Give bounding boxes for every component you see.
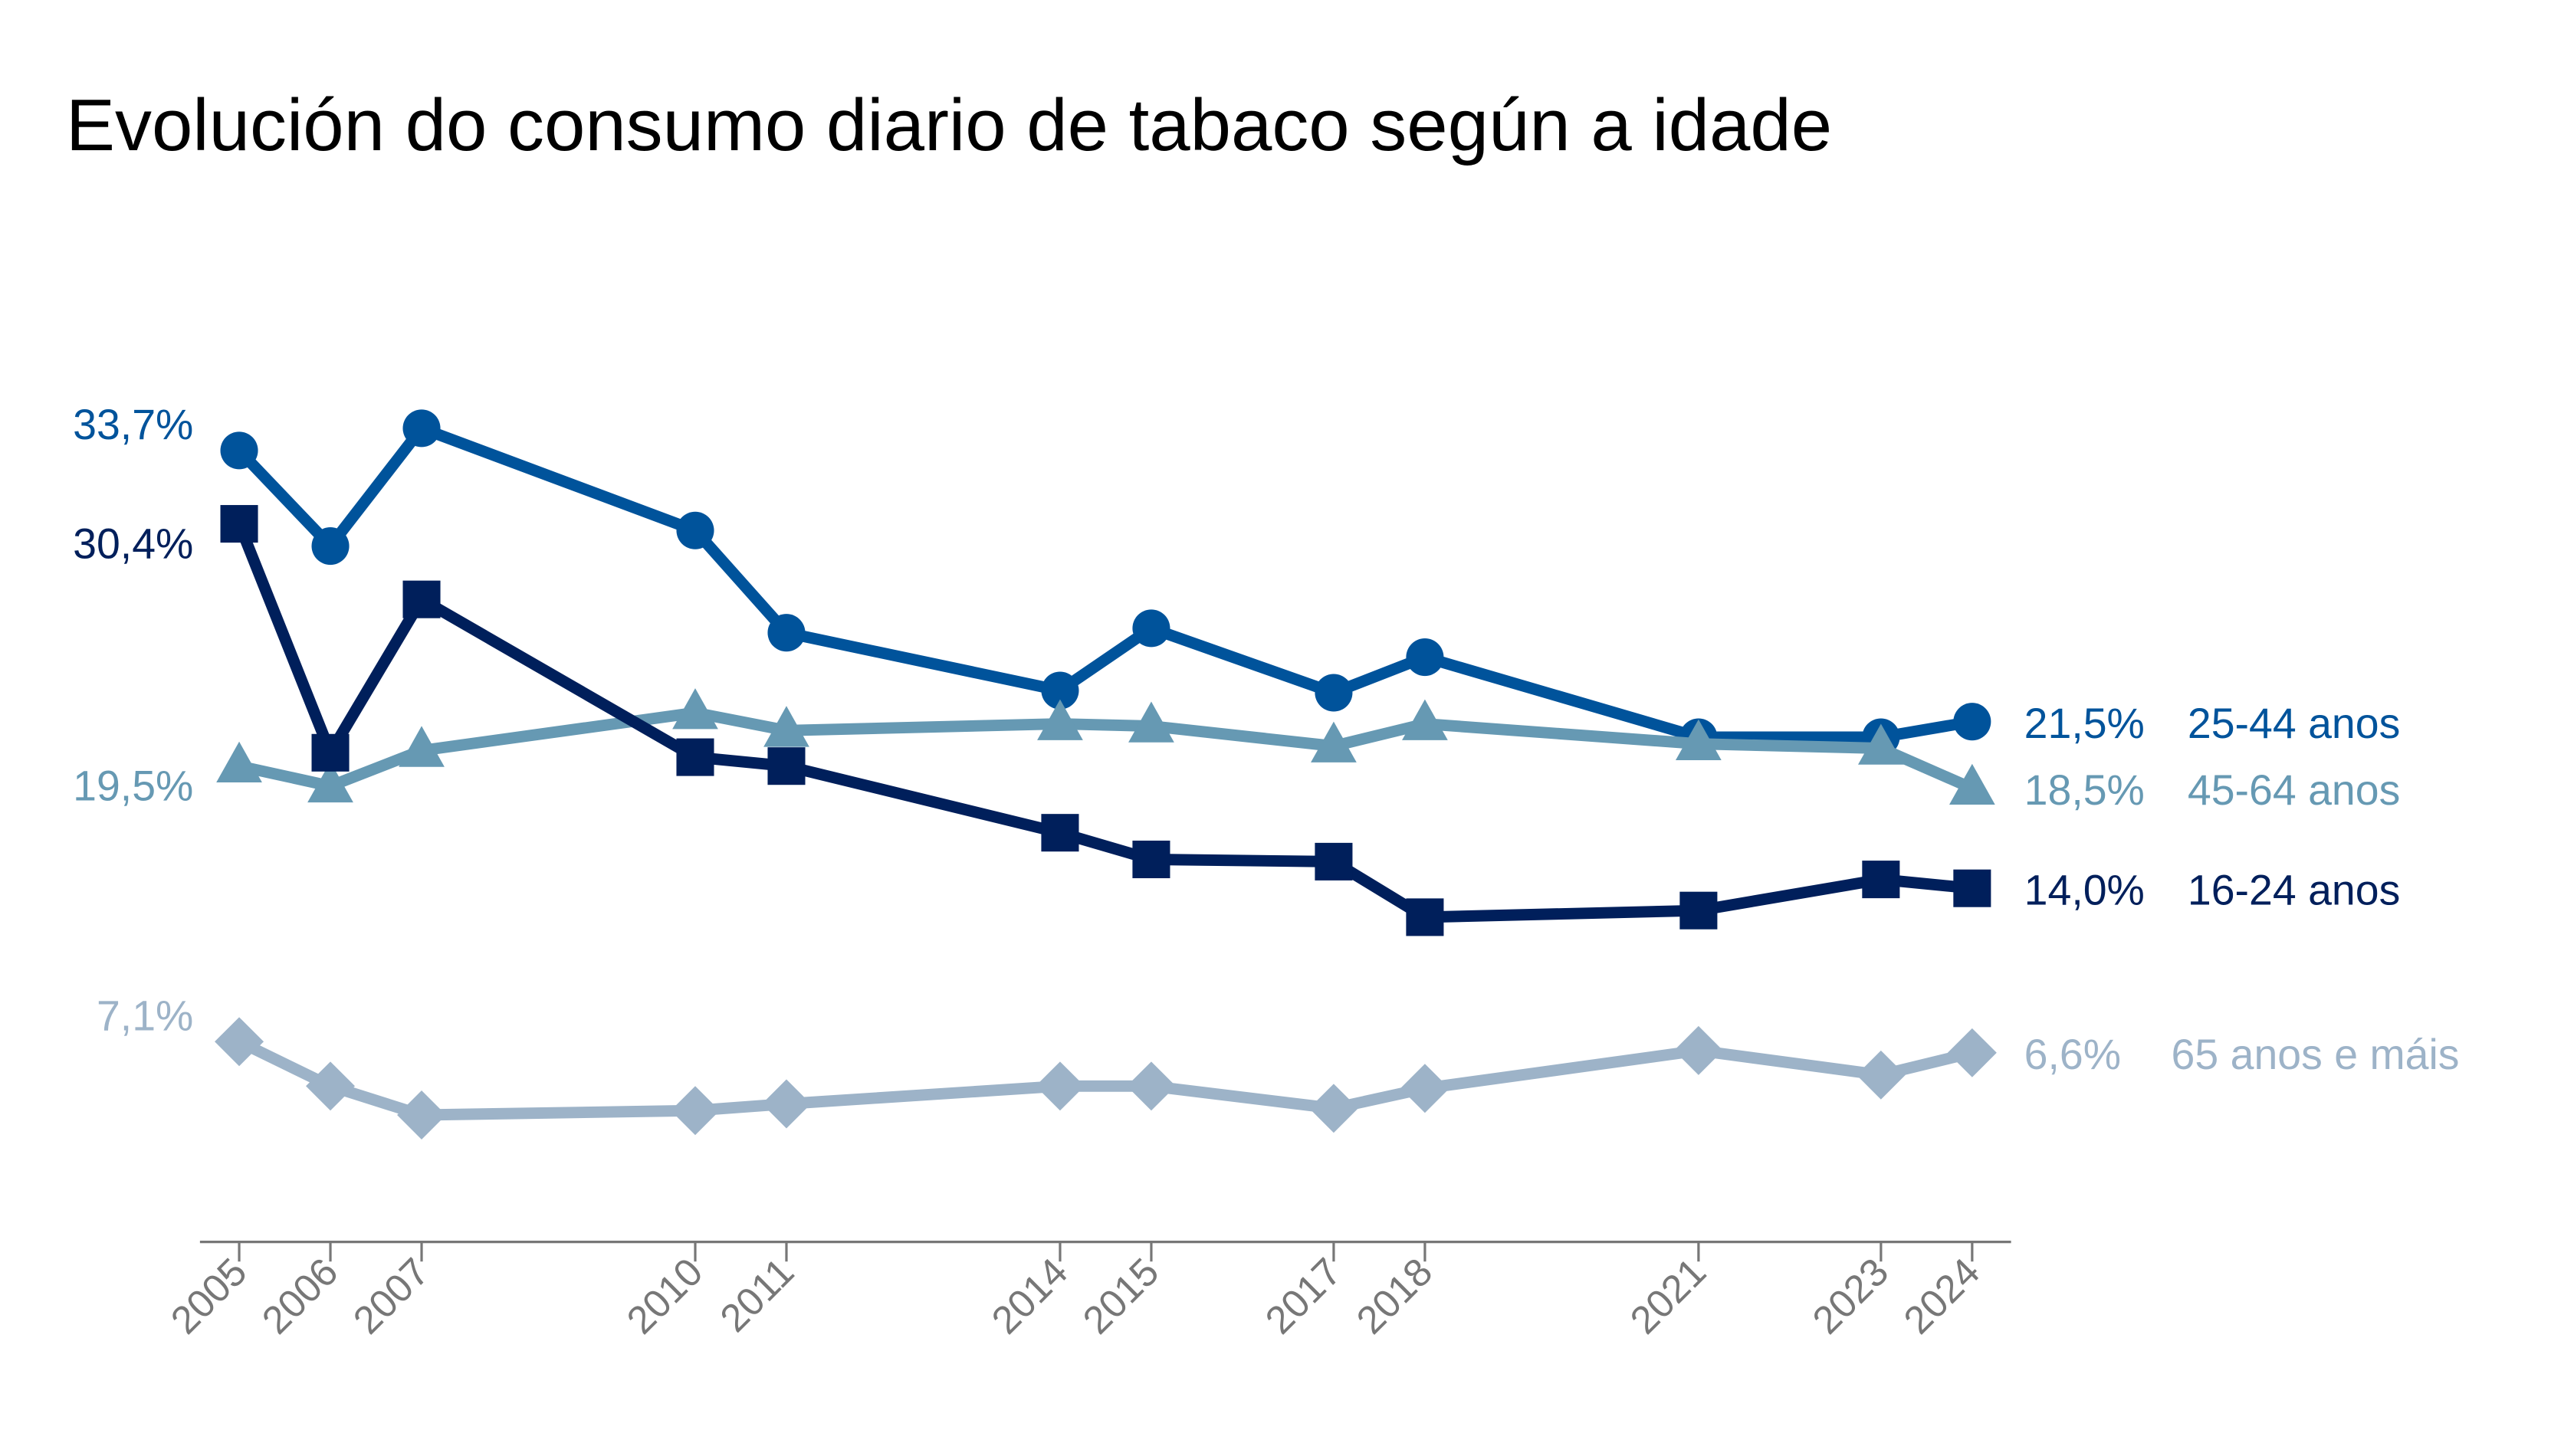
data-point-diamond [1947,1028,1997,1077]
data-point-square [1406,898,1444,936]
data-point-square [220,505,258,543]
data-point-diamond [215,1017,264,1067]
data-point-square [676,738,714,776]
data-point-square [402,580,441,618]
data-point-circle [1406,638,1444,677]
x-tick-label: 2017 [1257,1250,1350,1343]
data-point-triangle [399,726,445,767]
plot-area: 33,7% 21,5% 25-44 anos 19,5% 18,5% 45-64 anos… [73,401,2460,1140]
start-value-label: 7,1% [97,992,193,1039]
series-16-24-anos: 30,4% 14,0% 16-24 anos [73,505,2400,936]
data-point-circle [767,614,806,652]
series-line [235,422,1974,743]
data-point-triangle [307,761,353,803]
data-point-square [1862,861,1900,899]
data-point-triangle [1128,701,1174,743]
data-point-triangle [763,706,809,747]
data-point-triangle [1949,763,1995,805]
chart-title: Evolución do consumo diario de tabaco se… [66,84,1832,166]
data-point-square [1132,840,1170,879]
data-point-square [1041,814,1079,852]
data-point-circle [1041,671,1079,710]
data-point-circle [1132,609,1170,648]
data-point-triangle [1311,721,1357,762]
start-value-label: 19,5% [73,762,193,809]
data-point-circle [1315,674,1353,712]
data-point-circle [220,431,258,470]
x-tick-label: 2006 [254,1250,346,1343]
data-point-diamond [761,1079,811,1129]
data-point-triangle [1676,719,1722,761]
data-point-diamond [1673,1025,1723,1075]
data-point-diamond [1308,1084,1358,1133]
data-point-circle [676,511,714,549]
data-point-diamond [1400,1064,1450,1113]
data-point-triangle [1037,699,1083,740]
x-tick-label: 2011 [711,1250,802,1340]
end-value-label: 18,5% [2024,766,2145,814]
data-point-diamond [306,1061,356,1111]
data-point-triangle [216,741,262,783]
series-45-64-anos: 19,5% 18,5% 45-64 anos [73,688,2400,814]
x-tick-label: 2024 [1896,1250,1988,1343]
x-tick-label: 2023 [1804,1250,1897,1343]
series-name-label: 65 anos e máis [2172,1031,2460,1078]
x-tick-label: 2014 [983,1250,1076,1343]
data-point-square [767,747,806,785]
x-tick-label: 2007 [345,1250,438,1343]
data-point-triangle [1402,699,1448,740]
data-point-diamond [670,1086,720,1136]
data-point-circle [1953,703,1991,741]
series-25-44-anos: 33,7% 21,5% 25-44 anos [73,401,2400,756]
end-value-label: 6,6% [2024,1031,2121,1078]
data-point-square [1315,842,1353,880]
start-value-label: 33,7% [73,401,193,448]
series-line [234,521,1973,923]
end-value-label: 14,0% [2024,867,2145,914]
end-value-label: 21,5% [2024,700,2145,747]
data-point-circle [311,527,350,566]
data-point-triangle [672,688,718,730]
data-point-square [1953,869,1991,907]
data-point-diamond [1035,1061,1085,1111]
x-tick-label: 2015 [1075,1250,1167,1343]
x-tick-label: 2021 [1622,1250,1715,1343]
series-name-label: 25-44 anos [2188,700,2400,747]
series-name-label: 45-64 anos [2188,766,2400,814]
data-point-square [311,733,350,772]
start-value-label: 30,4% [73,520,193,567]
x-tick-label: 2018 [1348,1250,1441,1343]
data-point-diamond [1856,1050,1906,1100]
data-point-triangle [1858,723,1904,765]
data-point-circle [402,409,441,448]
x-tick-label: 2005 [163,1250,255,1343]
series-65-anos-e-máis: 7,1% 6,6% 65 anos e máis [97,992,2460,1140]
series-name-label: 16-24 anos [2188,867,2400,914]
x-tick-label: 2010 [619,1250,711,1343]
data-point-diamond [397,1090,447,1140]
data-point-diamond [1126,1061,1176,1111]
data-point-square [1679,891,1718,930]
